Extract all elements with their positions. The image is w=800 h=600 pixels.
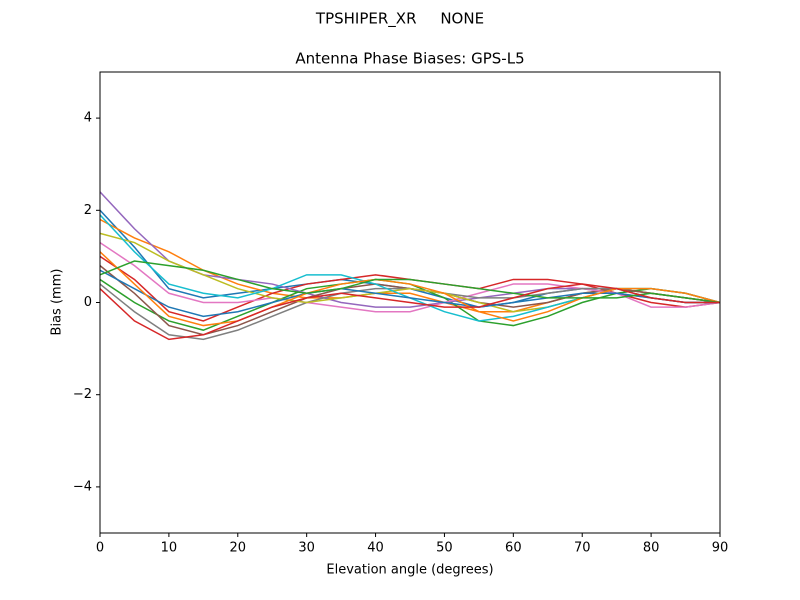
y-tick-label: 2 xyxy=(84,203,92,218)
series-line xyxy=(99,269,720,318)
x-tick-label: 10 xyxy=(161,541,178,556)
y-tick-label: 0 xyxy=(84,295,92,310)
series-line xyxy=(99,260,721,304)
x-tick-label: 30 xyxy=(298,541,315,556)
x-tick-label: 40 xyxy=(367,541,384,556)
x-tick-label: 0 xyxy=(96,541,104,556)
x-tick-label: 60 xyxy=(505,541,522,556)
y-axis-label: Bias (mm) xyxy=(50,269,65,336)
x-tick-label: 80 xyxy=(643,541,660,556)
series-line xyxy=(99,283,720,341)
y-tick-label: −4 xyxy=(73,479,92,494)
y-tick-label: −2 xyxy=(73,387,92,402)
x-axis-label: Elevation angle (degrees) xyxy=(326,563,493,578)
chart-title: Antenna Phase Biases: GPS-L5 xyxy=(295,50,524,68)
y-tick-label: 4 xyxy=(84,111,92,126)
x-tick-label: 20 xyxy=(230,541,247,556)
x-tick-label: 90 xyxy=(712,541,729,556)
x-tick-label: 50 xyxy=(436,541,453,556)
x-tick-label: 70 xyxy=(574,541,591,556)
suptitle: TPSHIPER_XR NONE xyxy=(315,10,484,29)
